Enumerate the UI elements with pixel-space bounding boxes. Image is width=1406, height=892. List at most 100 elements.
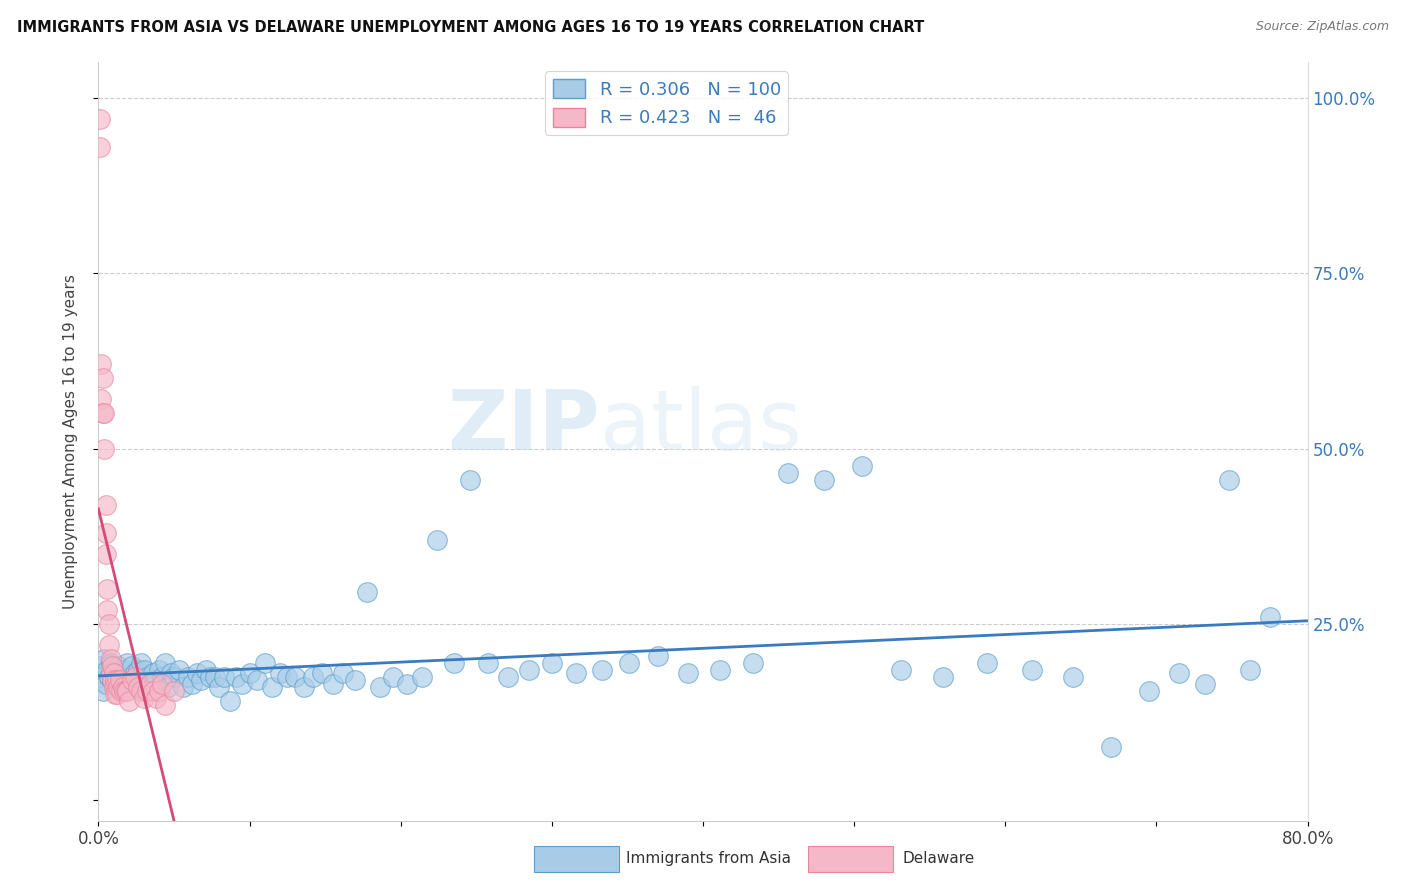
Point — [145, 673, 167, 688]
Point — [709, 663, 731, 677]
Point — [112, 663, 135, 677]
Point — [382, 670, 405, 684]
Text: Source: ZipAtlas.com: Source: ZipAtlas.com — [1256, 20, 1389, 33]
Point — [176, 670, 198, 684]
Point — [443, 656, 465, 670]
Point — [125, 673, 148, 688]
Point — [269, 666, 291, 681]
Point — [93, 407, 115, 421]
Point — [976, 656, 998, 670]
Point — [89, 112, 111, 126]
Point — [98, 638, 121, 652]
Point — [124, 666, 146, 681]
Point — [91, 407, 114, 421]
Point — [246, 673, 269, 688]
Point — [115, 683, 138, 698]
Text: atlas: atlas — [600, 386, 801, 467]
Y-axis label: Unemployment Among Ages 16 to 19 years: Unemployment Among Ages 16 to 19 years — [63, 274, 77, 609]
Point — [302, 670, 325, 684]
Point — [107, 680, 129, 694]
Point — [208, 680, 231, 694]
Point — [172, 680, 194, 694]
Point — [96, 603, 118, 617]
Point — [356, 585, 378, 599]
Point — [262, 680, 284, 694]
Point — [98, 617, 121, 632]
Point — [153, 698, 176, 712]
Point — [93, 442, 115, 456]
Point — [118, 694, 141, 708]
Point — [1218, 473, 1240, 487]
Point — [776, 466, 799, 480]
Point — [100, 656, 122, 670]
Point — [98, 670, 121, 684]
Point — [127, 663, 149, 677]
Point — [219, 694, 242, 708]
Point — [411, 670, 433, 684]
Point — [181, 677, 204, 691]
Point — [122, 677, 145, 691]
Point — [103, 680, 125, 694]
Point — [167, 663, 190, 677]
Point — [322, 677, 344, 691]
Point — [121, 673, 143, 688]
Point — [225, 670, 247, 684]
Point — [132, 690, 155, 705]
Point — [114, 670, 136, 684]
Point — [91, 683, 114, 698]
Point — [186, 666, 208, 681]
Point — [94, 677, 117, 691]
Point — [204, 670, 226, 684]
Point — [118, 680, 141, 694]
Point — [477, 656, 499, 670]
Point — [148, 683, 170, 698]
Point — [139, 677, 162, 691]
Point — [212, 670, 235, 684]
Point — [91, 371, 114, 385]
Point — [565, 666, 588, 681]
Point — [1021, 663, 1043, 677]
Point — [108, 677, 131, 691]
Point — [1258, 610, 1281, 624]
Point — [89, 670, 111, 684]
Point — [101, 673, 124, 688]
Text: IMMIGRANTS FROM ASIA VS DELAWARE UNEMPLOYMENT AMONG AGES 16 TO 19 YEARS CORRELAT: IMMIGRANTS FROM ASIA VS DELAWARE UNEMPLO… — [17, 20, 924, 35]
Point — [139, 677, 162, 691]
Point — [190, 673, 212, 688]
Point — [540, 656, 562, 670]
Point — [458, 473, 481, 487]
Point — [107, 659, 129, 673]
Point — [103, 666, 125, 681]
Point — [94, 498, 117, 512]
Point — [100, 666, 122, 681]
Point — [105, 670, 128, 684]
Point — [96, 582, 118, 596]
Point — [160, 666, 183, 681]
Point — [647, 648, 669, 663]
Point — [253, 656, 276, 670]
Point — [1062, 670, 1084, 684]
Point — [890, 663, 912, 677]
Point — [114, 683, 136, 698]
Point — [105, 687, 128, 701]
Point — [112, 683, 135, 698]
Point — [1168, 666, 1191, 681]
Point — [851, 459, 873, 474]
Point — [153, 656, 176, 670]
Point — [142, 683, 165, 698]
Legend: R = 0.306   N = 100, R = 0.423   N =  46: R = 0.306 N = 100, R = 0.423 N = 46 — [546, 71, 787, 135]
Point — [231, 677, 253, 691]
Point — [96, 663, 118, 677]
Point — [132, 663, 155, 677]
Point — [108, 673, 131, 688]
Point — [932, 670, 955, 684]
Point — [426, 533, 449, 547]
Point — [94, 547, 117, 561]
Point — [110, 683, 132, 698]
Point — [135, 670, 157, 684]
Point — [111, 673, 134, 688]
Point — [90, 392, 112, 407]
Point — [284, 670, 307, 684]
Point — [813, 473, 835, 487]
Point — [311, 666, 333, 681]
